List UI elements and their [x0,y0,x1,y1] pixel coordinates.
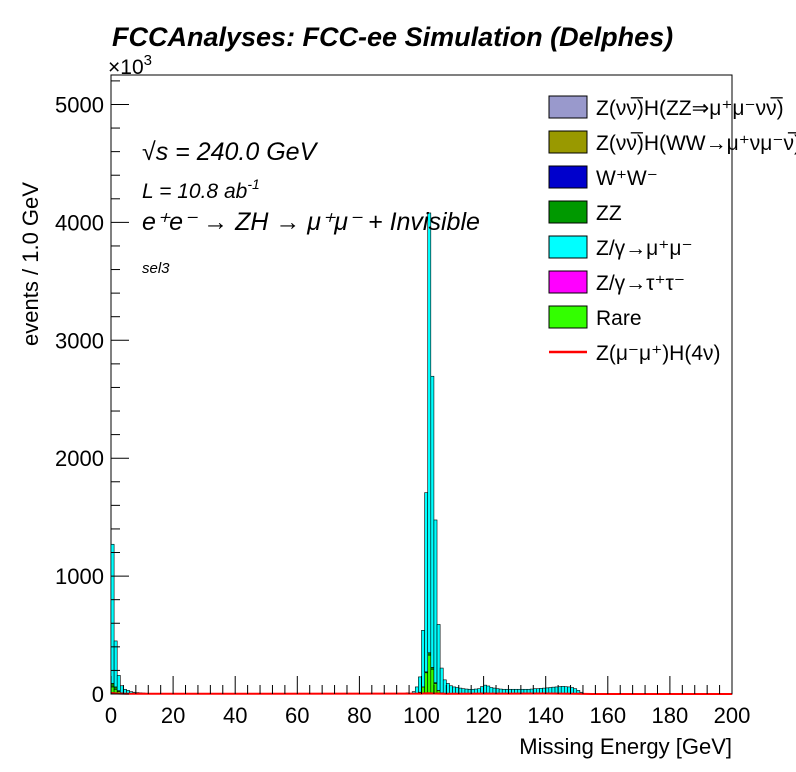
y-multiplier: ×103 [108,52,152,79]
y-tick-label: 0 [92,682,104,707]
legend-label-0: Z(νν̅)H(ZZ⇒μ⁺μ⁻νν̅) [596,97,784,120]
annotation-energy: √s = 240.0 GeV [142,138,319,166]
x-tick-label: 200 [714,703,751,728]
x-tick-label: 40 [223,703,247,728]
legend-label-5: Z/γ→τ⁺τ⁻ [596,272,685,295]
legend-label-2: W⁺W⁻ [596,167,658,190]
legend-swatch-4 [548,235,588,259]
legend-label-6: Rare [596,307,642,330]
bar-z-0 [110,543,115,684]
bar-rare-101 [424,672,429,695]
legend-swatch-0 [548,95,588,119]
x-tick-label: 160 [589,703,626,728]
bar-z-2 [116,675,121,691]
y-axis-ticks: 0 1000 2000 3000 4000 5000 [55,80,129,707]
chart-title: FCCAnalyses: FCC-ee Simulation (Delphes) [112,22,673,52]
legend-label-4: Z/γ→μ⁺μ⁻ [596,237,693,260]
legend-swatch-1 [548,130,588,154]
y-tick-label: 3000 [55,328,104,353]
y-tick-label: 1000 [55,564,104,589]
legend-label-1: Z(νν̅)H(WW→μ⁺νμ⁻ν̅) [596,132,796,155]
x-axis-label: Missing Energy [GeV] [519,734,732,759]
bar-z-102 [427,212,432,654]
bar-z-121 [486,685,491,694]
y-tick-label: 5000 [55,92,104,117]
x-axis-ticks: 0 20 40 60 80 100 120 140 160 180 200 [105,676,750,728]
legend: Z(νν̅)H(ZZ⇒μ⁺μ⁻νν̅) Z(νν̅)H(WW→μ⁺νμ⁻ν̅) W⁺… [548,95,796,365]
bar-z-101 [424,492,429,673]
y-tick-label: 2000 [55,446,104,471]
bar-z-106 [439,667,444,694]
x-tick-label: 140 [527,703,564,728]
x-tick-label: 60 [285,703,309,728]
legend-swatch-2 [548,165,588,189]
y-tick-label: 4000 [55,210,104,235]
annotation-selection: sel3 [142,260,170,277]
x-tick-label: 20 [161,703,185,728]
legend-swatch-6 [548,305,588,329]
bar-zz-102 [427,652,432,656]
bar-z-105 [436,624,441,691]
x-tick-label: 80 [347,703,371,728]
x-tick-label: 180 [652,703,689,728]
legend-swatch-5 [548,270,588,294]
legend-label-3: ZZ [596,202,622,225]
bar-rare-102 [427,654,432,695]
annotation-process: e⁺e⁻ → ZH → μ⁺μ⁻ + Invisible [142,208,480,236]
legend-label-7: Z(μ⁻μ⁺)H(4ν) [596,342,721,365]
x-tick-label: 100 [403,703,440,728]
bar-z-1 [113,640,118,688]
bar-zz-1 [113,686,118,690]
legend-swatch-3 [548,200,588,224]
histogram-bars [110,212,587,695]
annotation-lumi: L = 10.8 ab-1 [142,176,260,203]
x-tick-label: 120 [465,703,502,728]
bar-z-104 [433,519,438,683]
y-axis-label: events / 1.0 GeV [18,182,43,346]
bar-z-103 [430,375,435,668]
x-tick-label: 0 [105,703,117,728]
